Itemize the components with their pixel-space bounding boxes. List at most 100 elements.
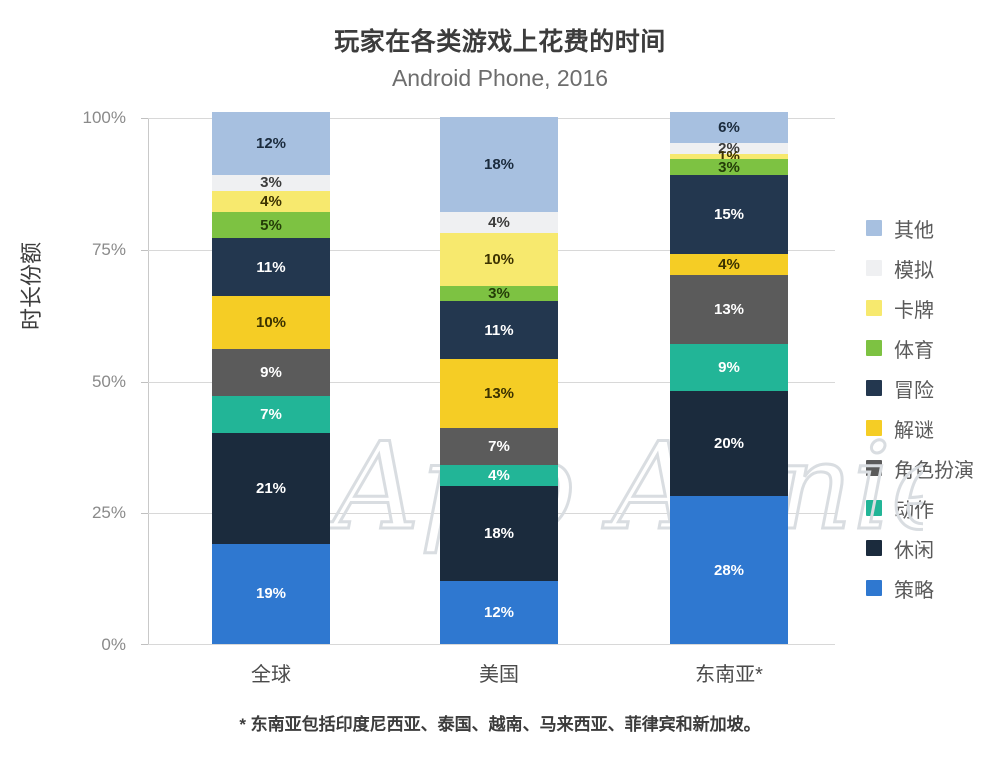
- bar-segment-label: 12%: [483, 603, 515, 621]
- legend-label: 卡牌: [894, 299, 934, 322]
- y-tick-mark: [141, 381, 148, 383]
- x-tick-label: 美国: [479, 664, 519, 686]
- legend-label: 动作: [894, 499, 934, 522]
- bar-segment-label: 12%: [255, 134, 287, 152]
- legend-label: 解谜: [894, 419, 934, 442]
- y-tick-label: 75%: [91, 239, 126, 259]
- legend-item[interactable]: 动作: [866, 488, 996, 528]
- legend-swatch-icon: [866, 300, 882, 316]
- bar-segment-label: 9%: [260, 364, 282, 382]
- bar-segment[interactable]: 28%: [670, 496, 788, 644]
- bar-segment-label: 10%: [483, 250, 515, 268]
- bar-segment-label: 28%: [713, 561, 745, 579]
- bar-segment[interactable]: 21%: [212, 433, 330, 544]
- bar-segment-label: 19%: [255, 585, 287, 603]
- legend-item[interactable]: 休闲: [866, 528, 996, 568]
- legend-item[interactable]: 其他: [866, 208, 996, 248]
- legend-label: 体育: [894, 339, 934, 362]
- bar-segment[interactable]: 9%: [670, 343, 788, 392]
- x-tick-label: 全球: [251, 664, 291, 686]
- bar-segment[interactable]: 2%: [670, 140, 788, 158]
- bar-segment[interactable]: 3%: [440, 285, 558, 302]
- bar-segment-label: 9%: [718, 358, 740, 376]
- bar-segment[interactable]: 10%: [440, 233, 558, 286]
- legend-swatch-icon: [866, 220, 882, 236]
- y-tick-mark: [141, 249, 148, 251]
- bar-segment[interactable]: 15%: [670, 175, 788, 255]
- y-tick-mark: [141, 513, 148, 515]
- plot-area: 12% 3% 4% 5% 11% 10% 9% 7% 21% 19% 18% 4% 10% 3% 11% 13…: [141, 111, 964, 645]
- bar-segment[interactable]: 19%: [212, 543, 330, 644]
- app-annie-watermark: App Annie: [322, 417, 964, 559]
- bar-segment[interactable]: 13%: [670, 275, 788, 344]
- bar-segment-label: 4%: [488, 466, 510, 484]
- legend-swatch-icon: [866, 540, 882, 556]
- legend-item[interactable]: 解谜: [866, 408, 996, 448]
- bar-segment[interactable]: 18%: [440, 485, 558, 581]
- legend-swatch-icon: [866, 500, 882, 516]
- legend-label: 休闲: [894, 539, 934, 562]
- legend-label: 角色扮演: [894, 459, 974, 482]
- stacked-bar[interactable]: 6% 2% 1% 3% 15% 4% 13% 9% 20% 28%: [670, 111, 788, 644]
- legend-item[interactable]: 冒险: [866, 368, 996, 408]
- bar-segment-label: 20%: [713, 435, 745, 453]
- legend-item[interactable]: 策略: [866, 568, 996, 608]
- bar-segment-label: 13%: [713, 300, 745, 318]
- legend-label: 策略: [894, 579, 934, 602]
- bar-segment-label: 2%: [718, 140, 740, 158]
- bar-segment-label: 18%: [483, 155, 515, 173]
- chart-title: 玩家在各类游戏上花费的时间: [334, 28, 666, 56]
- bar-segment[interactable]: 12%: [212, 111, 330, 176]
- x-tick-label: 东南亚*: [695, 664, 763, 686]
- bar-segment[interactable]: 7%: [212, 396, 330, 434]
- stacked-bar[interactable]: 12% 3% 4% 5% 11% 10% 9% 7% 21% 19%: [212, 111, 330, 644]
- bar-segment[interactable]: 4%: [440, 464, 558, 486]
- bar-segment-label: 11%: [484, 321, 514, 339]
- y-tick-label: 0%: [101, 635, 126, 654]
- bar-segment[interactable]: 9%: [212, 348, 330, 397]
- bar-segment[interactable]: 12%: [440, 580, 558, 644]
- legend-item[interactable]: 卡牌: [866, 288, 996, 328]
- y-tick-label: 25%: [91, 503, 126, 523]
- bar-segment[interactable]: 10%: [212, 296, 330, 349]
- legend-item[interactable]: 体育: [866, 328, 996, 368]
- bar-segment-label: 13%: [483, 385, 515, 403]
- legend-item[interactable]: 模拟: [866, 248, 996, 288]
- bar-segment[interactable]: 11%: [440, 301, 558, 360]
- bar-segment-label: 5%: [260, 216, 282, 234]
- y-axis-tick-labels: 100% 75% 50% 25% 0%: [0, 108, 138, 654]
- bar-segment-label: 21%: [255, 480, 287, 498]
- bar-segment[interactable]: 4%: [212, 190, 330, 212]
- bar-segment[interactable]: 3%: [212, 175, 330, 191]
- bar-segment[interactable]: 4%: [440, 211, 558, 233]
- gridline: [148, 644, 835, 645]
- bar-segment-label: 10%: [255, 314, 287, 332]
- bar-segment[interactable]: 13%: [440, 359, 558, 428]
- bar-segment-label: 4%: [488, 213, 510, 231]
- bar-segment[interactable]: 4%: [670, 254, 788, 276]
- footnote: * 东南亚包括印度尼西亚、泰国、越南、马来西亚、菲律宾和新加坡。: [239, 715, 761, 734]
- y-tick-mark: [141, 118, 148, 119]
- legend-swatch-icon: [866, 260, 882, 276]
- bar-segment[interactable]: 5%: [212, 211, 330, 239]
- bar-segment[interactable]: 6%: [670, 111, 788, 144]
- bar-segment-label: 18%: [483, 524, 515, 542]
- legend-swatch-icon: [866, 420, 882, 436]
- legend-label: 模拟: [894, 259, 934, 282]
- bar-segment[interactable]: 7%: [440, 427, 558, 465]
- y-tick-label: 50%: [91, 371, 126, 391]
- stacked-bar[interactable]: 18% 4% 10% 3% 11% 13% 7% 4% 18% 12%: [440, 117, 558, 644]
- legend-label: 冒险: [894, 379, 934, 402]
- bar-segment[interactable]: 18%: [440, 117, 558, 212]
- legend-item[interactable]: 角色扮演: [866, 448, 996, 488]
- legend: 其他模拟卡牌体育冒险解谜角色扮演动作休闲策略: [866, 208, 996, 608]
- y-tick-mark: [141, 644, 148, 645]
- legend-swatch-icon: [866, 460, 882, 476]
- bar-segment-label: 3%: [718, 158, 740, 176]
- bar-segment[interactable]: 3%: [670, 158, 788, 176]
- bar-segment[interactable]: 11%: [212, 238, 330, 297]
- legend-swatch-icon: [866, 580, 882, 596]
- legend-label: 其他: [894, 219, 934, 242]
- bar-segment[interactable]: 20%: [670, 391, 788, 497]
- bar-segment-label: 15%: [713, 206, 745, 224]
